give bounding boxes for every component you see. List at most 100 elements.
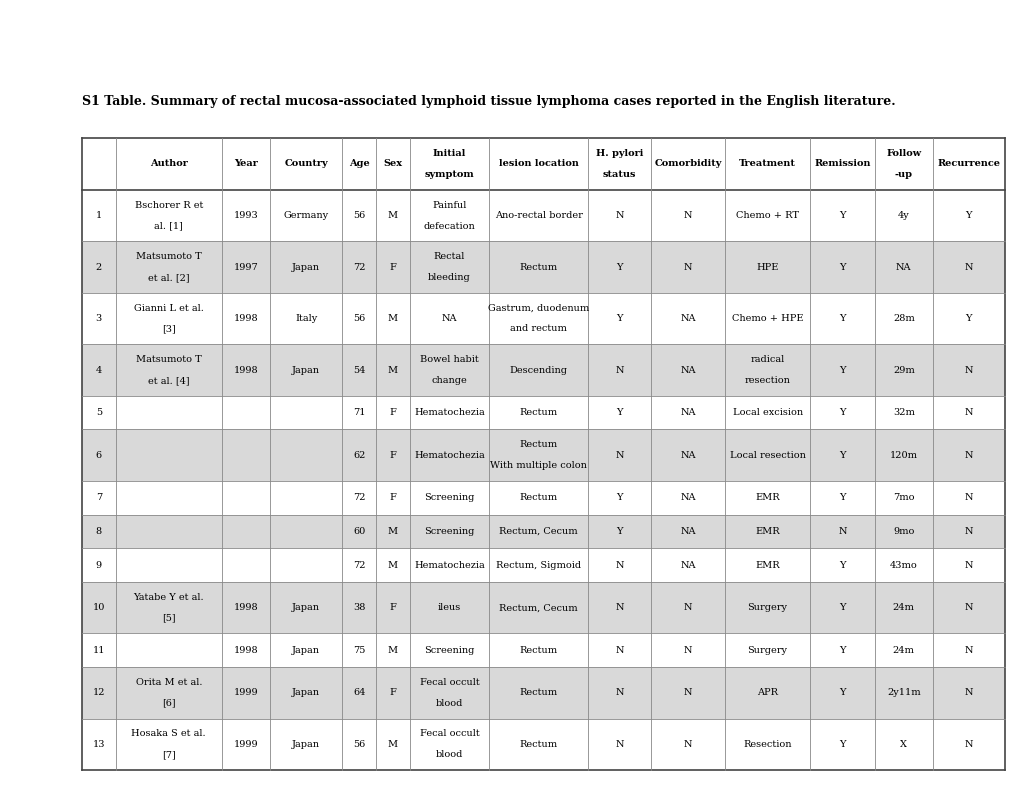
Text: NA: NA bbox=[680, 527, 695, 536]
Text: NA: NA bbox=[895, 262, 911, 272]
Text: With multiple colon: With multiple colon bbox=[490, 461, 587, 470]
Text: 7mo: 7mo bbox=[893, 493, 914, 502]
Text: Sex: Sex bbox=[383, 159, 403, 169]
Text: NA: NA bbox=[680, 451, 695, 459]
Text: 56: 56 bbox=[353, 314, 365, 323]
Text: change: change bbox=[431, 376, 467, 385]
Text: [7]: [7] bbox=[162, 750, 175, 759]
Text: Rectum: Rectum bbox=[519, 262, 557, 272]
Text: status: status bbox=[602, 170, 636, 179]
Text: Rectum: Rectum bbox=[519, 646, 557, 655]
Text: 38: 38 bbox=[353, 603, 365, 612]
Text: 1998: 1998 bbox=[233, 603, 258, 612]
Text: 5: 5 bbox=[96, 408, 102, 417]
Text: defecation: defecation bbox=[423, 221, 475, 231]
Text: Recurrence: Recurrence bbox=[936, 159, 1000, 169]
Text: F: F bbox=[389, 408, 396, 417]
Text: Rectum, Cecum: Rectum, Cecum bbox=[499, 527, 578, 536]
Text: N: N bbox=[964, 451, 972, 459]
Text: blood: blood bbox=[435, 699, 463, 708]
Bar bbox=[82, 582, 1004, 634]
Text: Rectal: Rectal bbox=[433, 252, 465, 262]
Text: NA: NA bbox=[680, 408, 695, 417]
Text: N: N bbox=[614, 603, 623, 612]
Bar bbox=[82, 293, 1004, 344]
Text: 54: 54 bbox=[353, 366, 365, 374]
Text: 1998: 1998 bbox=[233, 646, 258, 655]
Text: 43mo: 43mo bbox=[889, 560, 917, 570]
Text: M: M bbox=[387, 314, 397, 323]
Text: ileus: ileus bbox=[437, 603, 461, 612]
Text: radical: radical bbox=[750, 355, 784, 364]
Text: Y: Y bbox=[965, 314, 971, 323]
Text: Remission: Remission bbox=[813, 159, 870, 169]
Text: S1 Table. Summary of rectal mucosa-associated lymphoid tissue lymphoma cases rep: S1 Table. Summary of rectal mucosa-assoc… bbox=[82, 95, 895, 108]
Bar bbox=[82, 429, 1004, 481]
Text: Year: Year bbox=[233, 159, 258, 169]
Text: X: X bbox=[900, 740, 906, 749]
Text: Rectum: Rectum bbox=[519, 493, 557, 502]
Text: 9: 9 bbox=[96, 560, 102, 570]
Text: 6: 6 bbox=[96, 451, 102, 459]
Text: EMR: EMR bbox=[755, 527, 780, 536]
Text: Y: Y bbox=[839, 408, 845, 417]
Text: M: M bbox=[387, 211, 397, 220]
Text: F: F bbox=[389, 262, 396, 272]
Text: Rectum: Rectum bbox=[519, 689, 557, 697]
Text: N: N bbox=[614, 646, 623, 655]
Text: Y: Y bbox=[839, 689, 845, 697]
Text: bleeding: bleeding bbox=[428, 273, 471, 282]
Text: Japan: Japan bbox=[291, 603, 320, 612]
Text: N: N bbox=[683, 646, 692, 655]
Text: M: M bbox=[387, 527, 397, 536]
Text: NA: NA bbox=[680, 560, 695, 570]
Bar bbox=[82, 241, 1004, 293]
Bar bbox=[82, 515, 1004, 548]
Bar bbox=[82, 190, 1004, 241]
Text: 2y11m: 2y11m bbox=[887, 689, 920, 697]
Text: M: M bbox=[387, 366, 397, 374]
Text: N: N bbox=[683, 603, 692, 612]
Text: Chemo + RT: Chemo + RT bbox=[736, 211, 798, 220]
Text: 56: 56 bbox=[353, 740, 365, 749]
Text: lesion location: lesion location bbox=[498, 159, 578, 169]
Text: Screening: Screening bbox=[424, 527, 474, 536]
Text: Italy: Italy bbox=[294, 314, 317, 323]
Bar bbox=[82, 667, 1004, 719]
Text: Follow: Follow bbox=[886, 149, 920, 158]
Text: and rectum: and rectum bbox=[510, 325, 567, 333]
Text: N: N bbox=[964, 408, 972, 417]
Text: N: N bbox=[964, 493, 972, 502]
Text: NA: NA bbox=[441, 314, 457, 323]
Text: symptom: symptom bbox=[424, 170, 474, 179]
Text: N: N bbox=[964, 366, 972, 374]
Text: 13: 13 bbox=[93, 740, 105, 749]
Text: Y: Y bbox=[839, 262, 845, 272]
Text: EMR: EMR bbox=[755, 493, 780, 502]
Text: Orita M et al.: Orita M et al. bbox=[136, 678, 202, 687]
Text: M: M bbox=[387, 740, 397, 749]
Text: N: N bbox=[683, 262, 692, 272]
Text: Hosaka S et al.: Hosaka S et al. bbox=[131, 730, 206, 738]
Text: N: N bbox=[964, 740, 972, 749]
Text: Germany: Germany bbox=[283, 211, 328, 220]
Text: 62: 62 bbox=[353, 451, 365, 459]
Text: Y: Y bbox=[615, 527, 622, 536]
Text: 3: 3 bbox=[96, 314, 102, 323]
Text: Fecal occult: Fecal occult bbox=[419, 730, 479, 738]
Text: Initial: Initial bbox=[432, 149, 466, 158]
Text: Surgery: Surgery bbox=[747, 646, 787, 655]
Text: Country: Country bbox=[284, 159, 328, 169]
Text: 120m: 120m bbox=[889, 451, 917, 459]
Text: N: N bbox=[683, 689, 692, 697]
Text: H. pylori: H. pylori bbox=[595, 149, 642, 158]
Text: Y: Y bbox=[839, 646, 845, 655]
Text: Treatment: Treatment bbox=[739, 159, 795, 169]
Text: Japan: Japan bbox=[291, 740, 320, 749]
Text: 4y: 4y bbox=[897, 211, 909, 220]
Text: Matsumoto T: Matsumoto T bbox=[136, 252, 202, 262]
Text: Gastrum, duodenum: Gastrum, duodenum bbox=[487, 304, 589, 313]
Text: Painful: Painful bbox=[432, 201, 467, 210]
Text: Y: Y bbox=[839, 740, 845, 749]
Text: HPE: HPE bbox=[756, 262, 779, 272]
